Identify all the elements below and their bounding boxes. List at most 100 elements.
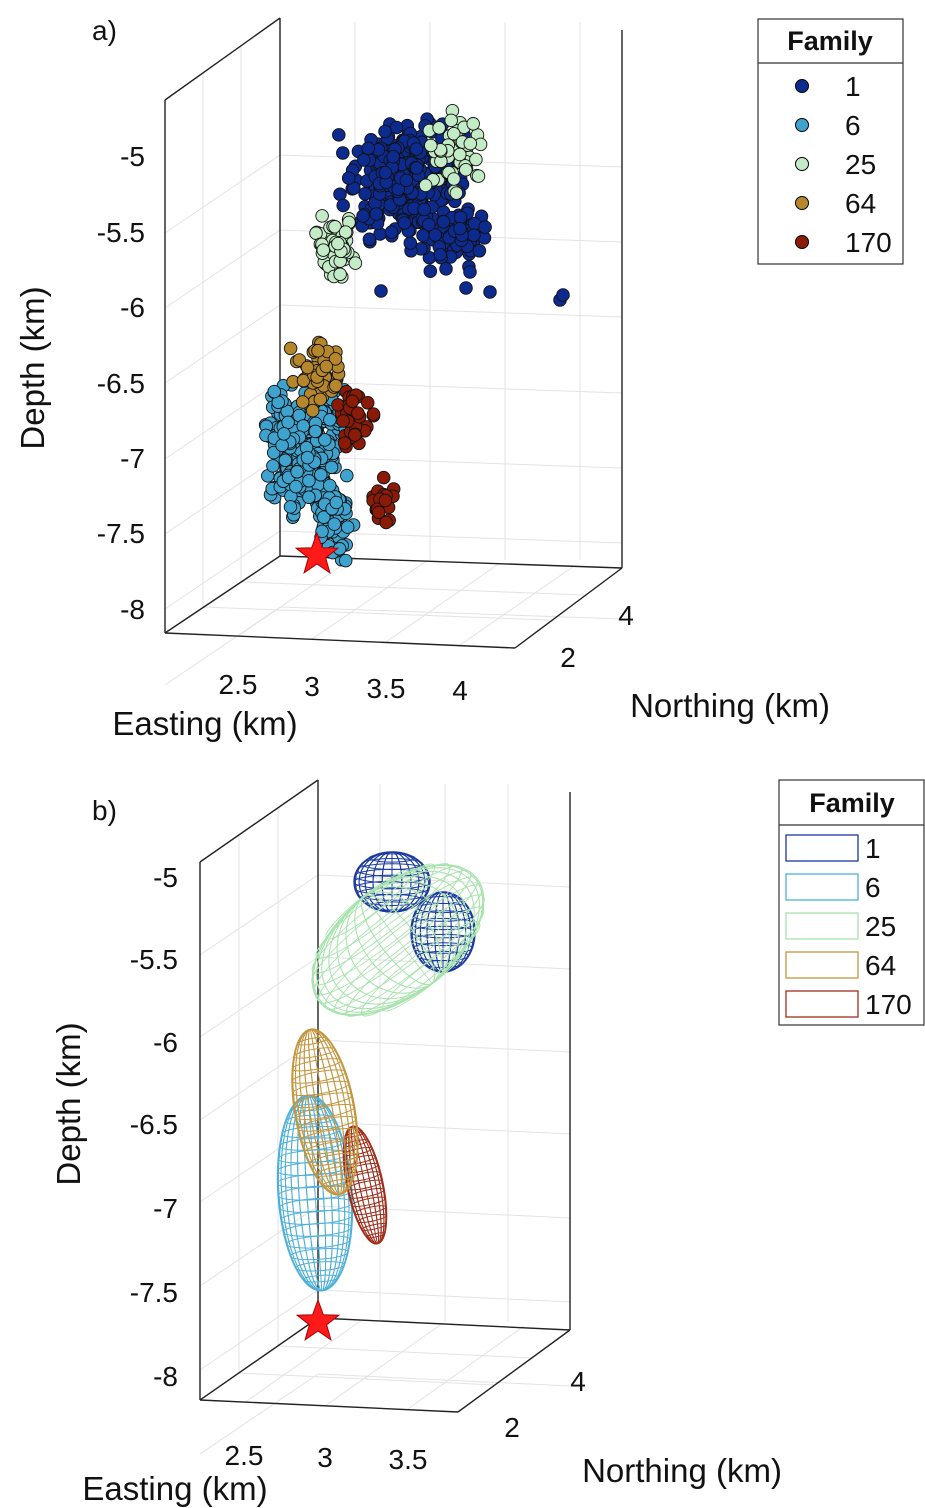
data-point <box>447 172 461 186</box>
data-point <box>449 186 464 200</box>
wire-meridian <box>312 865 484 1015</box>
data-point <box>281 415 295 430</box>
data-point <box>379 515 393 530</box>
data-point <box>277 427 291 441</box>
panel-a-xlabel: Easting (km) <box>112 705 297 742</box>
data-point <box>469 152 483 167</box>
wire-parallel <box>300 1128 358 1144</box>
panel-a-zlabel: Depth (km) <box>14 286 51 449</box>
legend-swatch-6 <box>785 873 859 901</box>
wire-parallel <box>314 1165 357 1177</box>
data-point <box>340 468 354 483</box>
wire-parallel <box>278 1197 353 1213</box>
z-tick: -7 <box>153 1193 178 1224</box>
wire-parallel <box>317 876 479 1004</box>
wire-parallel <box>289 1248 349 1261</box>
data-point <box>316 243 331 257</box>
legend-swatch-64 <box>785 951 859 979</box>
data-point <box>357 153 371 167</box>
data-point <box>428 228 442 242</box>
legend-marker-64 <box>795 196 809 210</box>
data-point <box>283 500 298 514</box>
data-point <box>447 126 461 141</box>
z-tick: -8 <box>153 1361 178 1392</box>
wire-parallel <box>296 1036 329 1046</box>
grid-line <box>324 1322 444 1407</box>
wire-parallel <box>291 1069 346 1084</box>
data-point <box>409 161 424 175</box>
grid-line <box>164 380 281 460</box>
wire-parallel <box>348 1188 385 1199</box>
data-point <box>356 209 370 223</box>
data-point <box>432 121 446 135</box>
panel-b-grid <box>199 784 571 1455</box>
wire-parallel <box>343 1154 377 1165</box>
wire-meridian <box>292 1028 358 1196</box>
data-point <box>389 120 404 135</box>
legend-title: Family <box>787 26 873 56</box>
wire-parallel <box>285 1235 351 1249</box>
data-point <box>266 459 280 473</box>
y-tick: 4 <box>570 1366 586 1397</box>
data-point <box>463 265 477 279</box>
data-point <box>336 146 350 160</box>
panel-b-ylabel: Northing (km) <box>582 1452 782 1489</box>
data-point <box>366 407 381 421</box>
wire-parallel <box>324 884 483 1010</box>
legend-label-6: 6 <box>845 110 861 141</box>
z-tick: -5 <box>153 862 178 893</box>
wire-parallel <box>281 1125 341 1138</box>
data-point <box>338 225 353 239</box>
wire-parallel <box>294 1104 356 1120</box>
wire-parallel <box>313 870 472 996</box>
wire-parallel <box>360 921 481 1017</box>
wire-parallel <box>302 1274 340 1283</box>
data-point <box>341 171 356 185</box>
data-point <box>323 413 337 427</box>
grid-line <box>240 581 585 596</box>
data-point <box>424 138 438 153</box>
legend-swatch-170 <box>785 990 859 1018</box>
z-tick: -7 <box>120 443 145 474</box>
data-point <box>384 225 399 239</box>
data-point <box>439 262 453 276</box>
z-tick: -5 <box>120 141 145 172</box>
data-point <box>371 505 386 520</box>
x-tick: 3.5 <box>367 673 406 704</box>
data-point <box>311 343 325 358</box>
data-point <box>444 113 458 128</box>
ellipsoid-family-25 <box>311 863 485 1017</box>
data-point <box>369 207 384 221</box>
data-point <box>300 450 315 465</box>
grid-line <box>459 565 575 646</box>
data-point <box>338 553 353 568</box>
data-point <box>556 288 570 302</box>
series-family-170 <box>331 384 401 530</box>
data-point <box>348 428 362 442</box>
wire-parallel <box>361 1222 387 1231</box>
grid-line <box>201 606 550 621</box>
data-point <box>397 216 412 230</box>
wire-parallel <box>351 1196 386 1207</box>
data-point <box>403 236 418 250</box>
wire-parallel <box>321 1178 354 1188</box>
wire-parallel <box>353 874 431 890</box>
grid-line <box>279 606 623 620</box>
data-point <box>336 198 350 213</box>
x-tick: 3 <box>317 1442 333 1473</box>
grid-line <box>237 556 355 637</box>
grid-line <box>311 559 429 640</box>
data-point <box>332 128 346 142</box>
panel-b-x-ticks: 2.5 3 3.5 <box>225 1440 428 1475</box>
grid-line <box>407 1325 525 1410</box>
z-tick: -7.5 <box>130 1277 178 1308</box>
data-point <box>378 165 393 180</box>
series-family-64 <box>283 335 346 418</box>
legend-label-25: 25 <box>865 911 896 942</box>
panel-a-points <box>258 103 570 568</box>
x-tick: 3 <box>304 671 320 702</box>
data-point <box>453 210 468 225</box>
data-point <box>471 169 486 183</box>
ellipsoid-family-6 <box>276 1094 354 1292</box>
